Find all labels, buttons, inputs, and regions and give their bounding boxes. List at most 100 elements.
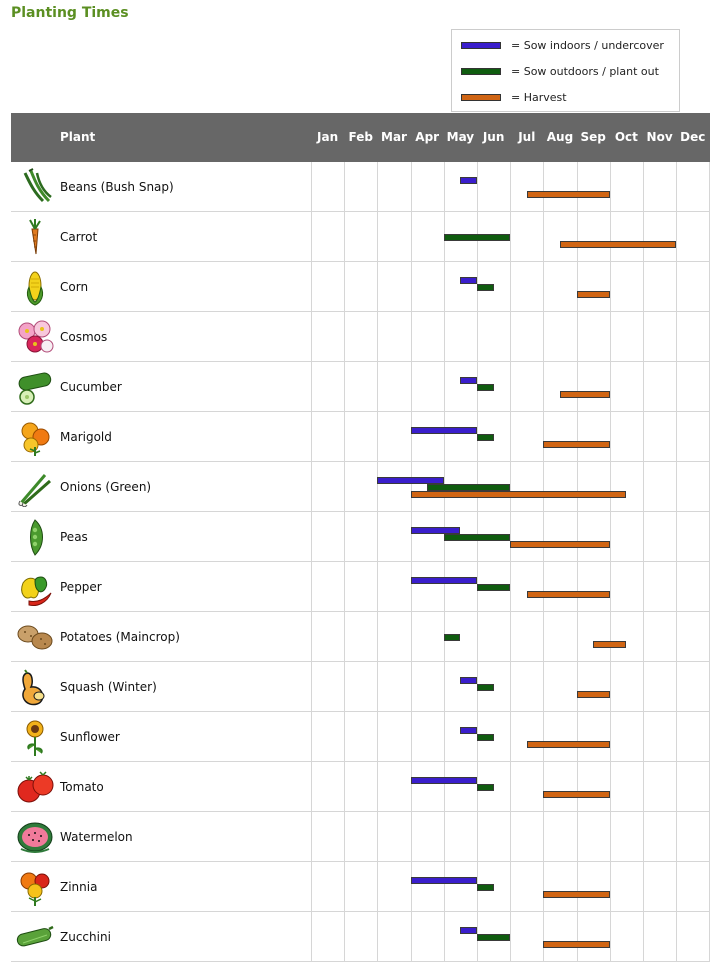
bar-sow-outdoors (443, 534, 511, 541)
plant-name: Carrot (60, 230, 98, 244)
page-title: Planting Times (11, 5, 129, 21)
grid-column-line (510, 162, 511, 962)
bar-harvest (543, 791, 610, 798)
legend-swatch (461, 68, 501, 75)
bar-harvest (560, 241, 677, 248)
bar-sow-indoors (410, 527, 461, 534)
squash-icon (15, 667, 55, 707)
plant-name: Watermelon (60, 830, 133, 844)
onions-icon (15, 467, 55, 508)
legend-label: = Sow indoors / undercover (511, 39, 664, 52)
plant-name: Peas (60, 530, 88, 544)
month-header-oct: Oct (614, 130, 638, 144)
plant-name: Sunflower (60, 730, 120, 744)
row-divider (11, 911, 710, 912)
legend-swatch (461, 94, 501, 101)
plant-name: Marigold (60, 430, 112, 444)
bar-sow-outdoors (443, 634, 461, 641)
bar-harvest (526, 191, 610, 198)
plant-column-header: Plant (60, 130, 96, 144)
row-divider (11, 861, 710, 862)
plant-name: Potatoes (Maincrop) (60, 630, 180, 644)
bar-harvest (576, 691, 610, 698)
bar-harvest (526, 591, 610, 598)
grid-column-line (610, 162, 611, 962)
row-divider (11, 711, 710, 712)
bar-harvest (543, 891, 610, 898)
potatoes-icon (15, 617, 55, 657)
month-header-mar: Mar (381, 130, 407, 144)
bar-sow-outdoors (477, 284, 494, 291)
zucchini-icon (15, 917, 55, 957)
plant-name: Zinnia (60, 880, 98, 894)
row-divider (11, 661, 710, 662)
grid-column-line (643, 162, 644, 962)
bar-sow-outdoors (477, 934, 511, 941)
corn-icon (15, 267, 55, 307)
row-divider (11, 411, 710, 412)
grid-column-line (377, 162, 378, 962)
marigold-icon (15, 417, 55, 457)
bar-harvest (543, 441, 610, 448)
bar-sow-outdoors (477, 884, 494, 891)
bar-sow-outdoors (477, 734, 494, 741)
row-divider (11, 361, 710, 362)
month-header-apr: Apr (415, 130, 440, 144)
row-divider (11, 261, 710, 262)
bar-sow-indoors (460, 677, 477, 684)
grid-column-line (543, 162, 544, 962)
bar-harvest (593, 641, 627, 648)
grid-column-line (311, 162, 312, 962)
month-header-may: May (446, 130, 475, 144)
bar-harvest (526, 741, 610, 748)
plant-name: Corn (60, 280, 89, 294)
bar-harvest (410, 491, 627, 498)
bar-sow-outdoors (477, 434, 494, 441)
month-header-sep: Sep (580, 130, 606, 144)
peas-icon (15, 517, 55, 557)
grid-column-line (411, 162, 412, 962)
plant-name: Beans (Bush Snap) (60, 180, 174, 194)
bar-sow-indoors (460, 927, 477, 934)
plant-name: Zucchini (60, 930, 111, 944)
row-divider (11, 511, 710, 512)
bar-sow-outdoors (477, 584, 511, 591)
plant-name: Squash (Winter) (60, 680, 157, 694)
legend: = Sow indoors / undercover = Sow outdoors… (451, 29, 680, 112)
plant-name: Onions (Green) (60, 480, 152, 494)
bar-sow-indoors (460, 177, 477, 184)
row-divider (11, 461, 710, 462)
sunflower-icon (15, 717, 55, 757)
zinnia-icon (15, 867, 55, 907)
bar-sow-indoors (410, 877, 477, 884)
cucumber-icon (15, 367, 55, 407)
watermelon-icon (15, 817, 55, 857)
grid-column-line (709, 162, 710, 962)
month-header-feb: Feb (348, 130, 373, 144)
row-divider (11, 311, 710, 312)
bar-harvest (510, 541, 610, 548)
bar-harvest (543, 941, 610, 948)
month-header-jan: Jan (317, 130, 339, 144)
bar-sow-indoors (460, 727, 477, 734)
plant-name: Tomato (60, 780, 104, 794)
month-header-nov: Nov (646, 130, 673, 144)
table-header (11, 113, 710, 162)
legend-label: = Harvest (511, 91, 567, 104)
cosmos-icon (15, 317, 55, 357)
bar-harvest (560, 391, 610, 398)
row-divider (11, 761, 710, 762)
legend-label: = Sow outdoors / plant out (511, 65, 659, 78)
bar-harvest (576, 291, 610, 298)
bar-sow-outdoors (443, 234, 511, 241)
pepper-icon (15, 567, 55, 607)
row-divider (11, 211, 710, 212)
row-divider (11, 961, 710, 962)
planting-chart: Plant Jan Feb Mar Apr May Jun Jul Aug Sep Oct Nov D… (11, 113, 710, 962)
bar-sow-outdoors (477, 684, 494, 691)
bar-sow-indoors (410, 777, 477, 784)
grid-column-line (344, 162, 345, 962)
row-divider (11, 811, 710, 812)
plant-name: Pepper (60, 580, 102, 594)
row-divider (11, 611, 710, 612)
